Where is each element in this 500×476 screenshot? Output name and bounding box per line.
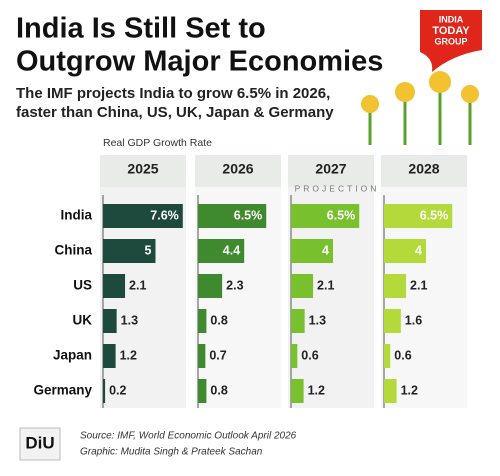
logo-text: INDIA	[439, 14, 464, 24]
value-label: 1.6	[405, 313, 422, 327]
bar	[384, 379, 397, 403]
bar	[103, 344, 116, 368]
flower	[429, 71, 451, 93]
value-label: 4	[322, 243, 329, 257]
bar	[384, 274, 407, 298]
flower	[395, 82, 415, 102]
bar	[198, 239, 245, 263]
bar	[103, 274, 126, 298]
bar	[198, 344, 206, 368]
row-label: UK	[73, 313, 93, 328]
value-label: 2.1	[317, 278, 334, 292]
bar	[198, 309, 207, 333]
row-label: India	[60, 208, 92, 223]
flower	[361, 95, 379, 113]
value-label: 1.2	[120, 348, 137, 362]
column-header: 2027	[315, 161, 346, 177]
row-label: Japan	[53, 348, 92, 363]
logo-text: TODAY	[432, 25, 470, 37]
value-label: 1.2	[401, 383, 418, 397]
value-label: 2.1	[410, 278, 427, 292]
publisher-logo: DiU	[19, 427, 61, 461]
flower	[461, 85, 479, 103]
value-label: 0.2	[109, 383, 126, 397]
bar	[384, 344, 391, 368]
bar	[384, 239, 426, 263]
bar	[291, 204, 360, 228]
column-header: 2026	[222, 161, 253, 177]
column-background	[288, 155, 374, 187]
value-label: 1.3	[121, 313, 138, 327]
bar	[384, 309, 401, 333]
column-header: 2028	[408, 161, 439, 177]
value-label: 6.5%	[327, 208, 356, 222]
bar	[291, 379, 304, 403]
bar	[198, 274, 223, 298]
value-label: 2.3	[226, 278, 243, 292]
logo-text: DiU	[25, 433, 54, 452]
value-label: 1.2	[308, 383, 325, 397]
bar	[103, 204, 183, 228]
column-header: 2025	[127, 161, 158, 177]
bar	[291, 239, 333, 263]
logo-shape	[420, 10, 482, 72]
bar	[103, 239, 156, 263]
logo-text: GROUP	[434, 36, 467, 46]
bar	[198, 379, 207, 403]
bar	[103, 309, 117, 333]
bar	[291, 309, 305, 333]
bar	[291, 344, 298, 368]
bar	[291, 274, 314, 298]
value-label: 0.8	[210, 383, 227, 397]
column-background	[381, 155, 467, 187]
value-label: 7.6%	[150, 208, 179, 222]
source: Source: IMF, World Economic Outlook Apri…	[80, 431, 297, 442]
value-label: 0.7	[209, 348, 226, 362]
subtitle-line: faster than China, US, UK, Japan & Germa…	[16, 104, 334, 121]
value-label: 0.8	[210, 313, 227, 327]
bar	[384, 204, 453, 228]
axis-label: Real GDP Growth Rate	[103, 137, 212, 149]
value-label: 0.6	[394, 348, 411, 362]
value-label: 0.6	[301, 348, 318, 362]
row-label: Germany	[33, 383, 92, 398]
bar	[103, 379, 106, 403]
row-label: US	[73, 278, 92, 293]
projection-label: PROJECTION	[295, 183, 380, 193]
column-background	[195, 155, 281, 187]
logo-box	[19, 427, 61, 461]
value-label: 1.3	[309, 313, 326, 327]
value-label: 2.1	[129, 278, 146, 292]
column-background	[100, 155, 186, 187]
value-label: 5	[145, 243, 152, 257]
value-label: 4	[415, 243, 422, 257]
plot: 2025 7.6% 5 2.1 1.3 1.2 0.2 2026 6.5% 4.4 2.3 0.8 0.…	[33, 155, 467, 408]
brand-logo: INDIA TODAY GROUP	[420, 10, 482, 72]
title-line: India Is Still Set to	[16, 13, 266, 45]
subtitle-line: The IMF projects India to grow 6.5% in 2…	[16, 85, 330, 102]
credit: Graphic: Mudita Singh & Prateek Sachan	[80, 447, 263, 458]
value-label: 6.5%	[234, 208, 263, 222]
value-label: 6.5%	[420, 208, 449, 222]
value-label: 4.4	[223, 243, 240, 257]
decor-plants	[361, 71, 479, 145]
bar	[198, 204, 267, 228]
row-label: China	[54, 243, 92, 258]
title-line: Outgrow Major Economies	[16, 46, 383, 78]
